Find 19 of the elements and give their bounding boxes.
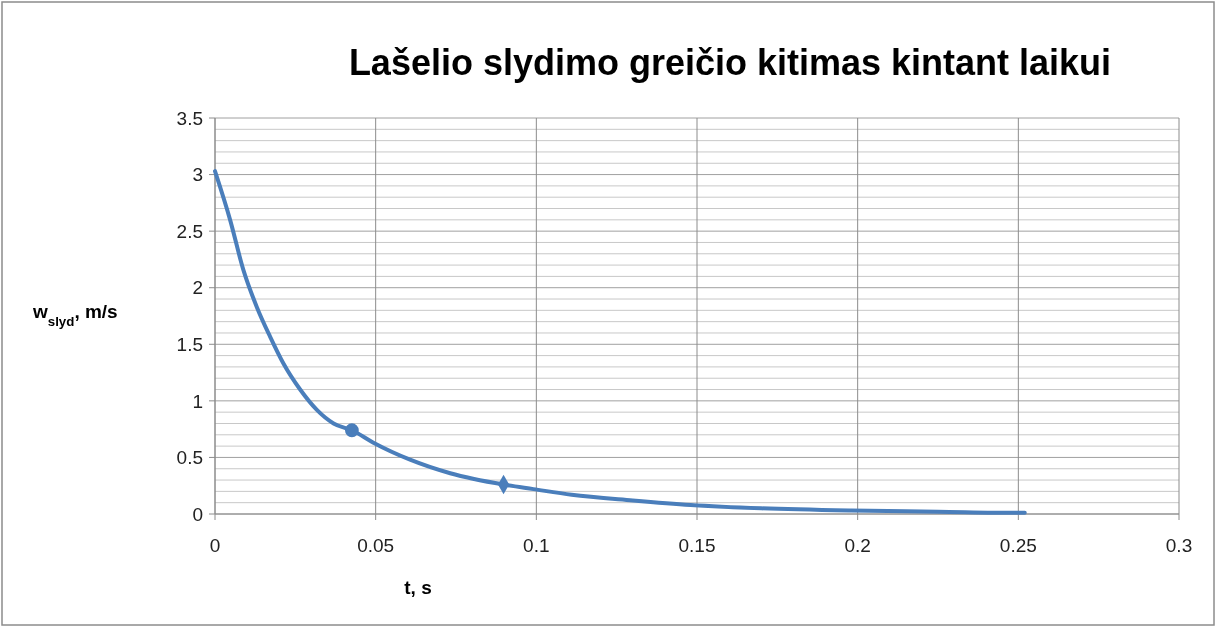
y-tick-label: 1.5 <box>176 333 203 355</box>
y-tick-label: 0 <box>192 503 203 525</box>
x-axis-title: t, s <box>404 577 432 598</box>
y-tick-label: 2 <box>192 277 203 299</box>
x-tick-label: 0.15 <box>678 535 716 556</box>
x-tick-label: 0.05 <box>357 535 395 556</box>
y-tick-label: 0.5 <box>176 447 203 469</box>
y-tick-label: 1 <box>192 390 203 412</box>
x-tick-label: 0.3 <box>1165 535 1193 556</box>
y-tick-label: 2.5 <box>176 220 203 242</box>
x-tick-label: 0.1 <box>523 535 550 556</box>
y-tick-label: 3 <box>192 164 203 186</box>
x-tick-label: 0.2 <box>844 535 871 556</box>
x-tick-label: 0.25 <box>999 535 1037 556</box>
line-series <box>213 169 1027 515</box>
y-axis-title: w$_{slyd}$, m/s <box>32 301 118 329</box>
chart-title: Lašelio slydimo greičio kitimas kintant laikui <box>348 42 1112 83</box>
y-tick-label: 3.5 <box>176 107 203 129</box>
x-tick-label: 0 <box>209 535 221 556</box>
